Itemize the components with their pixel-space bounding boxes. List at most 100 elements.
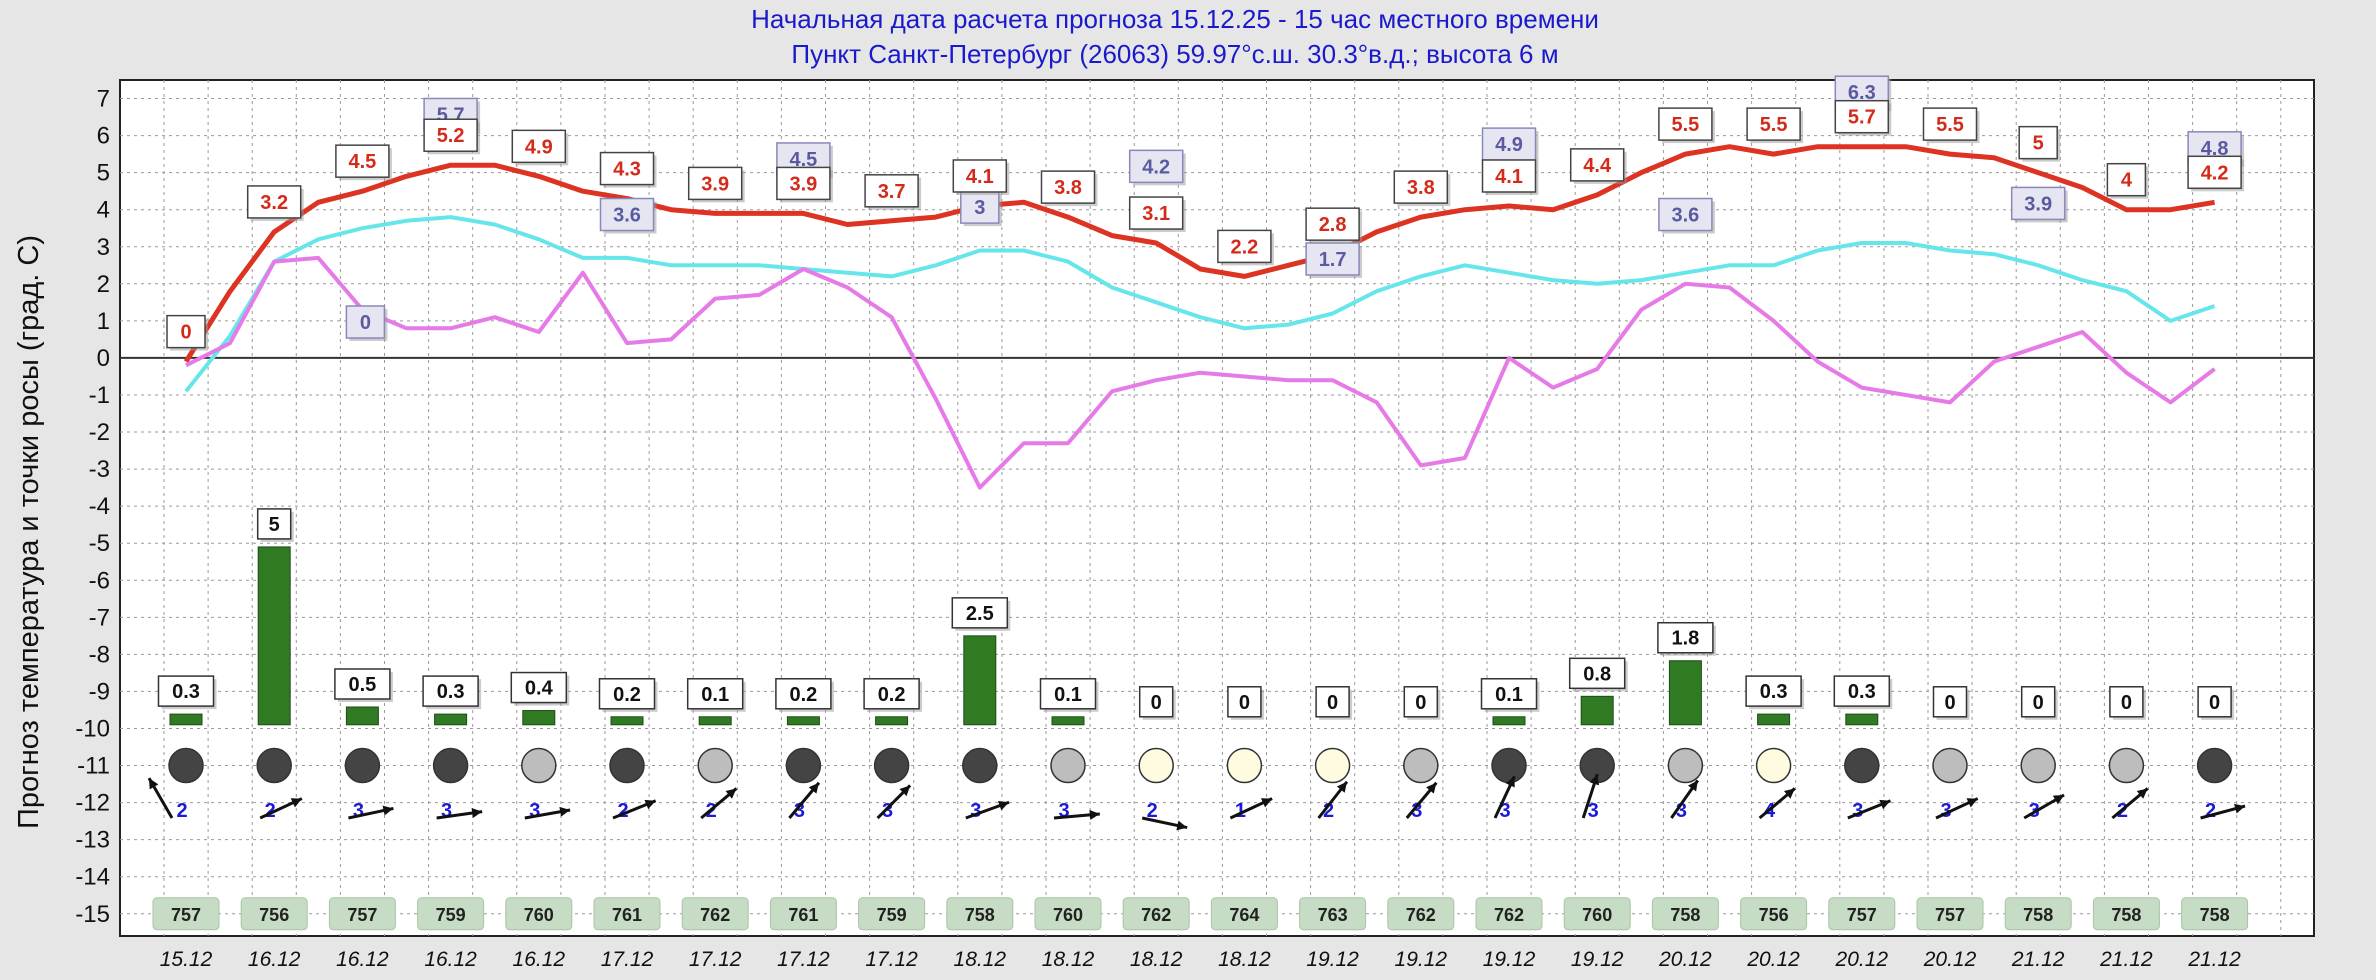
y-tick-label: -6: [89, 567, 110, 594]
pressure-value: 763: [1318, 905, 1348, 925]
pressure-box: [769, 897, 837, 931]
precip-label-box: [1833, 675, 1891, 707]
cloud-icon: [2020, 747, 2056, 784]
pressure-box: [1651, 897, 1719, 931]
temp-label: 4.5: [348, 151, 376, 173]
pressure-value: 757: [171, 905, 201, 925]
precip-label-box: [2109, 686, 2144, 718]
cloud-icon: [785, 747, 822, 784]
cloud-icon: [2196, 747, 2233, 784]
y-tick-label: -15: [75, 901, 110, 928]
y-tick-label: 7: [97, 86, 110, 113]
precip-bar: [1580, 695, 1614, 726]
y-tick-label: -10: [75, 715, 110, 742]
pressure-value: 759: [436, 905, 466, 925]
temp-label: 5.2: [437, 125, 465, 147]
wind-arrow-head: [1260, 798, 1273, 808]
pressure-box: [1387, 897, 1455, 931]
y-tick-label: -13: [75, 827, 110, 854]
pressure-box: [417, 897, 485, 931]
dewpoint-label: 4.2: [1142, 156, 1170, 178]
wind-speed: 3: [970, 800, 981, 822]
pressure-value: 758: [1670, 905, 1700, 925]
wind-speed: 2: [2205, 800, 2216, 822]
pressure-value: 760: [1582, 905, 1612, 925]
pressure-value: 756: [1759, 905, 1789, 925]
precip-bar: [1492, 716, 1526, 726]
precip-label-box: [775, 678, 832, 710]
precip-label: 0.1: [1495, 684, 1523, 706]
dewpoint-label-box: [345, 305, 386, 339]
wind-speed: 3: [1499, 800, 1510, 822]
pressure-value: 762: [1406, 905, 1436, 925]
dewpoint-label: 4.5: [789, 149, 817, 171]
y-tick-label: -3: [89, 456, 110, 483]
wind-speed: 3: [1058, 800, 1069, 822]
precip-label-box: [256, 508, 292, 540]
series-line: [184, 215, 2216, 393]
wind-speed: 3: [441, 800, 452, 822]
dewpoint-label-box: [2010, 186, 2066, 221]
temp-label-box: [2106, 162, 2147, 197]
cloud-icon: [1667, 747, 1704, 784]
wind-speed: 3: [529, 800, 540, 822]
temp-label: 3.2: [260, 192, 288, 214]
precip-label: 0: [1151, 692, 1162, 714]
temp-label: 2.8: [1319, 214, 1347, 236]
cloud-icon: [2108, 747, 2145, 784]
precip-label: 0.1: [701, 684, 729, 706]
precip-label: 0: [2209, 692, 2220, 714]
y-tick-label: -12: [75, 790, 110, 817]
pressure-box: [1210, 897, 1278, 931]
wind-speed: 2: [617, 800, 628, 822]
pressure-box: [946, 897, 1014, 931]
y-tick-label: -7: [89, 604, 110, 631]
x-tick-label: 18.12: [1042, 948, 1095, 971]
wind-arrow-head: [2234, 803, 2246, 814]
temp-label-box: [1746, 107, 1801, 141]
precip-bar: [610, 716, 644, 726]
temp-label-box: [166, 314, 206, 349]
pressure-box: [2092, 897, 2160, 931]
temp-label-box: [1834, 99, 1890, 134]
temp-label: 4.2: [2201, 162, 2229, 184]
y-tick-label: -11: [77, 753, 110, 780]
precip-bar: [786, 716, 820, 726]
cloud-icon: [1138, 747, 1174, 784]
y-tick-label: -4: [89, 493, 110, 520]
precip-bar: [875, 716, 909, 726]
cloud-icon: [521, 747, 557, 784]
x-tick-label: 18.12: [954, 948, 1007, 971]
pressure-box: [240, 897, 308, 931]
temp-label-box: [1922, 107, 1978, 141]
temp-label: 5.7: [1848, 107, 1876, 129]
chart-subtitle: Пункт Санкт-Петербург (26063) 59.97°с.ш.…: [791, 39, 1558, 69]
x-tick-label: 18.12: [1218, 948, 1271, 971]
precip-bar: [1668, 660, 1702, 726]
temp-label: 0: [180, 322, 191, 344]
x-tick-label: 20.12: [1658, 948, 1712, 971]
cloud-icon: [1403, 747, 1439, 784]
cloud-icon: [1226, 747, 1263, 784]
precip-label: 0: [1415, 692, 1426, 714]
temp-label: 5: [2033, 133, 2044, 155]
precip-label: 0: [1944, 692, 1955, 714]
dewpoint-label: 3: [974, 197, 985, 219]
cloud-icon: [1755, 747, 1792, 784]
cloud-icon: [962, 747, 998, 784]
pressure-value: 758: [2023, 905, 2053, 925]
pressure-value: 760: [1053, 905, 1083, 925]
precip-bar: [257, 546, 291, 726]
temp-label: 3.8: [1407, 177, 1435, 199]
pressure-box: [1563, 897, 1631, 931]
wind-speed: 2: [1323, 800, 1334, 822]
wind-speed: 3: [1676, 800, 1687, 822]
precip-label: 0.2: [878, 684, 906, 706]
pressure-value: 757: [1935, 905, 1965, 925]
precip-label-box: [1480, 678, 1538, 710]
precip-label-box: [334, 668, 391, 700]
weather-rows: 0.3 5 0.5 0.3 0.4 0.2 0.1 0.2 0.2 2.5 0.1 0 0 0 0 0.1 0.…: [147, 508, 2249, 931]
y-tick-label: 0: [97, 345, 110, 372]
dewpoint-label-box: [1128, 149, 1184, 184]
